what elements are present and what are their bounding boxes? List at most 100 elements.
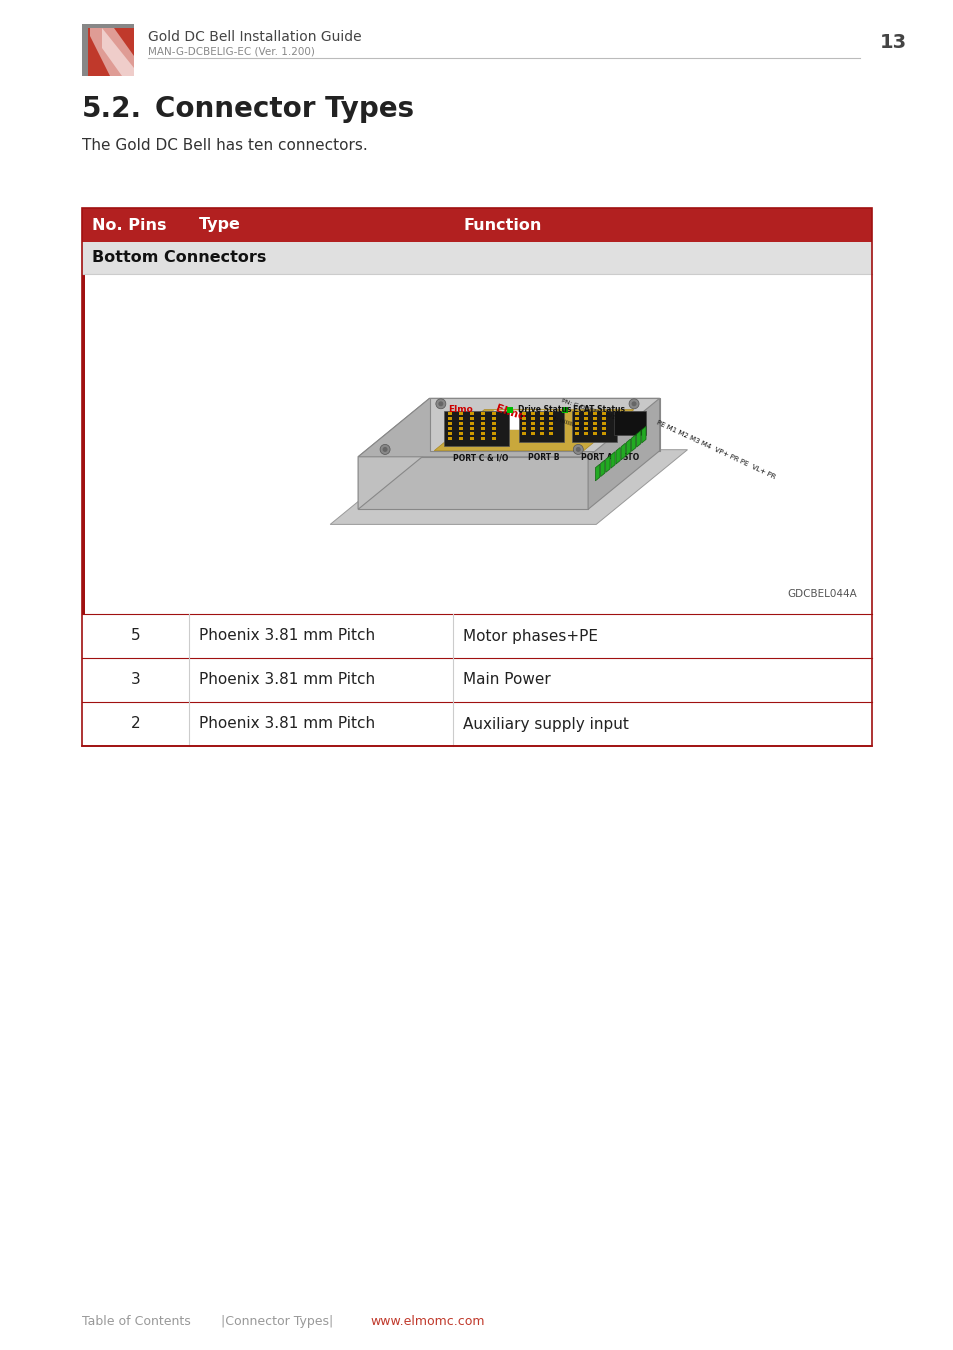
Bar: [458, 423, 462, 425]
Bar: [82, 274, 871, 614]
Text: 3: 3: [131, 672, 140, 687]
Polygon shape: [616, 447, 619, 464]
Text: 5.2.: 5.2.: [82, 95, 142, 123]
Bar: [458, 417, 462, 420]
Bar: [593, 427, 597, 431]
Bar: [531, 427, 535, 431]
Polygon shape: [357, 456, 587, 509]
Polygon shape: [330, 450, 687, 524]
Bar: [583, 423, 588, 425]
Text: Elmo: Elmo: [448, 405, 473, 414]
Text: PORT C & I/O: PORT C & I/O: [453, 454, 508, 462]
Polygon shape: [470, 410, 556, 429]
Bar: [492, 417, 496, 420]
Polygon shape: [613, 410, 645, 435]
Bar: [539, 417, 543, 420]
Text: Elmo: Elmo: [495, 404, 526, 423]
Bar: [583, 412, 588, 416]
Circle shape: [436, 398, 445, 409]
Text: Function: Function: [463, 217, 541, 232]
Bar: [521, 432, 526, 435]
Bar: [458, 437, 462, 440]
Text: PE M1 M2 M3 M4  VP+ PR PE  VL+ PR: PE M1 M2 M3 M4 VP+ PR PE VL+ PR: [656, 420, 776, 481]
Bar: [82, 702, 871, 747]
Circle shape: [573, 444, 582, 455]
Bar: [82, 242, 871, 274]
Polygon shape: [587, 398, 659, 509]
Bar: [470, 437, 474, 440]
Text: Drive Status: Drive Status: [517, 405, 571, 414]
Polygon shape: [625, 439, 630, 455]
Text: PORT B: PORT B: [527, 454, 558, 462]
Bar: [521, 423, 526, 425]
Bar: [539, 427, 543, 431]
Bar: [82, 274, 85, 614]
Polygon shape: [636, 431, 640, 447]
Polygon shape: [434, 409, 633, 451]
Bar: [575, 427, 578, 431]
Text: ECAT Status: ECAT Status: [572, 405, 624, 414]
Bar: [448, 437, 452, 440]
Polygon shape: [600, 460, 604, 477]
Bar: [575, 423, 578, 425]
Bar: [470, 423, 474, 425]
Bar: [448, 427, 452, 431]
Text: Connector Types: Connector Types: [154, 95, 414, 123]
Bar: [583, 432, 588, 435]
Polygon shape: [102, 28, 133, 76]
Bar: [492, 423, 496, 425]
Bar: [601, 423, 605, 425]
Text: STO: STO: [622, 454, 639, 462]
Polygon shape: [443, 410, 508, 446]
Text: Motor phases+PE: Motor phases+PE: [463, 629, 598, 644]
Bar: [480, 412, 485, 416]
Bar: [458, 427, 462, 431]
Polygon shape: [357, 398, 659, 456]
Bar: [549, 417, 553, 420]
Bar: [593, 423, 597, 425]
Bar: [492, 437, 496, 440]
Bar: [470, 412, 474, 416]
Bar: [506, 406, 512, 413]
Circle shape: [628, 398, 639, 409]
Polygon shape: [641, 427, 645, 443]
Bar: [82, 24, 133, 76]
Text: Phoenix 3.81 mm Pitch: Phoenix 3.81 mm Pitch: [198, 672, 375, 687]
Text: Bottom Connectors: Bottom Connectors: [91, 251, 266, 266]
Bar: [82, 208, 871, 747]
Circle shape: [379, 444, 390, 455]
Bar: [470, 427, 474, 431]
Bar: [480, 427, 485, 431]
Bar: [492, 427, 496, 431]
Bar: [470, 432, 474, 435]
Bar: [480, 432, 485, 435]
Bar: [561, 406, 567, 413]
Circle shape: [382, 447, 387, 452]
Polygon shape: [429, 398, 659, 451]
Bar: [531, 412, 535, 416]
Text: |Connector Types|: |Connector Types|: [213, 1315, 333, 1328]
Bar: [521, 427, 526, 431]
Bar: [492, 432, 496, 435]
Text: Phoenix 3.81 mm Pitch: Phoenix 3.81 mm Pitch: [198, 629, 375, 644]
Bar: [531, 417, 535, 420]
Text: Gold DC Bell Installation Guide: Gold DC Bell Installation Guide: [148, 30, 361, 45]
Bar: [583, 417, 588, 420]
Polygon shape: [357, 398, 429, 509]
Bar: [448, 412, 452, 416]
Text: Auxiliary supply input: Auxiliary supply input: [463, 717, 629, 732]
Bar: [549, 432, 553, 435]
Polygon shape: [595, 464, 599, 481]
Polygon shape: [605, 456, 609, 472]
Text: The Gold DC Bell has ten connectors.: The Gold DC Bell has ten connectors.: [82, 138, 367, 153]
Bar: [593, 412, 597, 416]
Polygon shape: [571, 410, 616, 443]
Bar: [601, 432, 605, 435]
Bar: [549, 423, 553, 425]
Polygon shape: [90, 28, 133, 76]
Bar: [575, 417, 578, 420]
Circle shape: [631, 401, 636, 406]
Text: www.elmomc.com: www.elmomc.com: [370, 1315, 484, 1328]
Bar: [601, 417, 605, 420]
Polygon shape: [610, 452, 615, 468]
